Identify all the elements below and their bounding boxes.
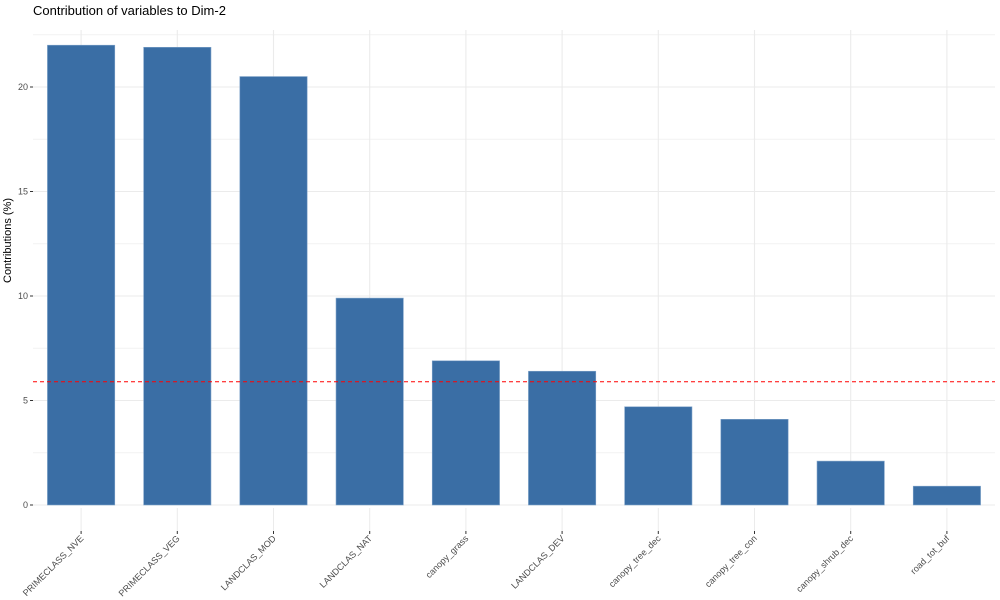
bar-canopy_grass [431,360,500,506]
bar-PRIMECLASS_VEG [143,46,212,506]
svg-text:canopy_shrub_dec: canopy_shrub_dec [794,533,855,594]
x-tick: LANDCLAS_MOD [219,508,278,592]
y-tick: 10 [18,291,33,301]
x-tick: LANDCLAS_DEV [509,508,567,591]
x-tick: PRIMECLASS_VEG [117,508,182,598]
svg-text:canopy_tree_con: canopy_tree_con [703,533,759,589]
svg-text:PRIMECLASS_VEG: PRIMECLASS_VEG [117,533,182,598]
x-tick: canopy_tree_dec [607,508,663,589]
svg-text:0: 0 [23,500,28,510]
chart-title: Contribution of variables to Dim-2 [33,3,226,18]
svg-text:15: 15 [18,187,28,197]
svg-text:LANDCLAS_MOD: LANDCLAS_MOD [219,533,278,592]
svg-text:20: 20 [18,82,28,92]
y-tick: 0 [23,500,33,510]
svg-text:LANDCLAS_NAT: LANDCLAS_NAT [318,533,375,590]
bar-LANDCLAS_MOD [239,76,308,506]
x-tick: PRIMECLASS_NVE [21,508,86,598]
x-tick: canopy_shrub_dec [794,508,855,594]
x-tick: canopy_grass [424,508,471,580]
bar-canopy_shrub_dec [816,460,885,506]
y-tick: 5 [23,396,33,406]
bar-canopy_tree_dec [624,406,693,506]
svg-text:canopy_tree_dec: canopy_tree_dec [607,533,663,589]
y-tick: 20 [18,82,33,92]
svg-text:canopy_grass: canopy_grass [424,533,471,580]
x-tick: canopy_tree_con [703,508,759,589]
svg-text:PRIMECLASS_NVE: PRIMECLASS_NVE [21,533,86,598]
svg-text:10: 10 [18,291,28,301]
y-tick: 15 [18,187,33,197]
x-tick: LANDCLAS_NAT [318,508,375,590]
svg-text:5: 5 [23,396,28,406]
bar-LANDCLAS_NAT [335,297,404,506]
x-tick: road_tot_buf [909,508,952,576]
bar-LANDCLAS_DEV [528,370,597,506]
bar-PRIMECLASS_NVE [47,44,116,506]
svg-text:road_tot_buf: road_tot_buf [909,533,952,576]
svg-text:LANDCLAS_DEV: LANDCLAS_DEV [509,533,566,590]
bar-road_tot_buf [912,485,981,506]
bar-canopy_tree_con [720,419,789,506]
